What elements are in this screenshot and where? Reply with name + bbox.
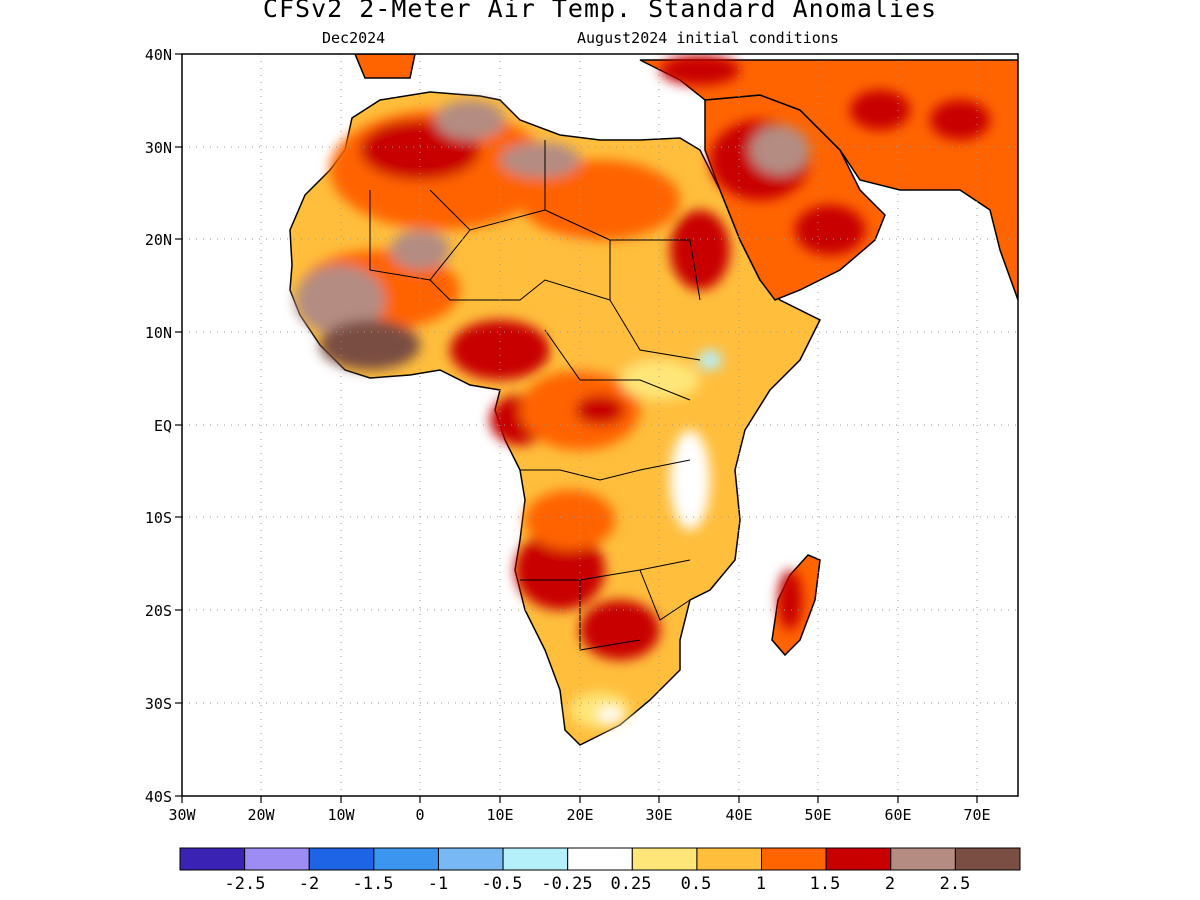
country-borders xyxy=(369,140,701,651)
colorbar-label: 0.5 xyxy=(681,874,712,894)
colorbar-label: -2 xyxy=(299,874,319,894)
colorbar-swatch xyxy=(308,847,375,871)
lon-label: 50E xyxy=(804,806,831,824)
colorbar-label: -0.5 xyxy=(482,874,523,894)
colorbar-swatch xyxy=(761,847,827,871)
colorbar-swatch xyxy=(890,847,956,871)
forecast-month: Dec2024 xyxy=(322,29,386,47)
lat-label: 20S xyxy=(145,602,172,620)
lon-label: 40E xyxy=(725,806,752,824)
lat-label: 30S xyxy=(145,695,172,713)
lon-label: 30E xyxy=(645,806,672,824)
colorbar-swatch xyxy=(244,847,310,871)
lon-label: 20W xyxy=(247,806,275,824)
anomaly-patches xyxy=(295,55,990,728)
colorbar-label: 2.5 xyxy=(940,874,971,894)
colorbar-swatch xyxy=(502,847,569,871)
colorbar-label: 2 xyxy=(885,874,895,894)
colorbar-swatch xyxy=(631,847,698,871)
colorbar-swatch xyxy=(179,847,246,871)
colorbar-label: 1 xyxy=(756,874,766,894)
lon-label: 10E xyxy=(486,806,513,824)
lon-label: 20E xyxy=(566,806,593,824)
colorbar-swatch xyxy=(437,847,504,871)
colorbar-swatch xyxy=(567,847,633,871)
lat-label: 10S xyxy=(145,509,172,527)
lon-label: 70E xyxy=(963,806,990,824)
colorbar-label: -1 xyxy=(428,874,448,894)
lat-label: 40S xyxy=(145,788,172,806)
europe-landmass xyxy=(354,54,416,79)
lat-tick-marks xyxy=(175,53,182,797)
mideast-landmass xyxy=(639,59,1018,301)
lat-label: 10N xyxy=(145,324,172,342)
colorbar-swatch xyxy=(373,847,439,871)
lon-labels: 30W 20W 10W 0 10E 20E 30E 40E 50E 60E 70… xyxy=(168,806,990,824)
lat-labels: 40N 30N 20N 10N EQ 10S 20S 30S 40S xyxy=(145,46,172,806)
colorbar-label: -0.25 xyxy=(541,874,592,894)
lat-label: 20N xyxy=(145,231,172,249)
lon-label: 10W xyxy=(327,806,355,824)
colorbar-swatch xyxy=(696,847,763,871)
colorbar-label: -2.5 xyxy=(225,874,266,894)
colorbar-swatch xyxy=(825,847,892,871)
lon-tick-marks xyxy=(181,796,978,803)
map-field xyxy=(289,54,1018,746)
lon-label: 30W xyxy=(168,806,196,824)
lat-label: 40N xyxy=(145,46,172,64)
colorbar-swatch xyxy=(954,847,1021,871)
colorbar-labels: -2.5 -2 -1.5 -1 -0.5 -0.25 0.25 0.5 1 1.… xyxy=(225,874,971,894)
gridlines xyxy=(182,54,1018,796)
colorbar-label: -1.5 xyxy=(353,874,394,894)
lon-label: 0 xyxy=(415,806,424,824)
lat-label: 30N xyxy=(145,139,172,157)
lon-label: 60E xyxy=(884,806,911,824)
chart-title: CFSv2 2-Meter Air Temp. Standard Anomali… xyxy=(262,0,938,23)
initial-conditions: August2024 initial conditions xyxy=(577,29,839,47)
colorbar xyxy=(179,847,1021,871)
lat-label: EQ xyxy=(154,417,172,435)
colorbar-label: 1.5 xyxy=(810,874,841,894)
colorbar-label: 0.25 xyxy=(611,874,652,894)
